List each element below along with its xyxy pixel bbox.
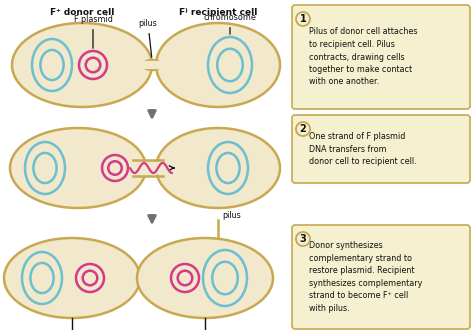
Text: pilus: pilus [138, 19, 157, 57]
Ellipse shape [143, 60, 161, 70]
Text: Donor synthesizes
complementary strand to
restore plasmid. Recipient
synthesizes: Donor synthesizes complementary strand t… [309, 241, 422, 313]
FancyBboxPatch shape [292, 225, 470, 329]
Text: 1: 1 [300, 14, 306, 24]
Text: pilus: pilus [222, 211, 241, 219]
Text: chromosome: chromosome [203, 13, 256, 34]
Ellipse shape [12, 23, 152, 107]
Text: Pilus of donor cell attaches
to recipient cell. Pilus
contracts, drawing cells
t: Pilus of donor cell attaches to recipien… [309, 27, 418, 86]
Ellipse shape [156, 23, 280, 107]
Ellipse shape [4, 238, 140, 318]
Circle shape [296, 232, 310, 246]
Text: F⁺ donor cell: F⁺ donor cell [50, 8, 114, 17]
Text: One strand of F plasmid
DNA transfers from
donor cell to recipient cell.: One strand of F plasmid DNA transfers fr… [309, 132, 417, 166]
FancyBboxPatch shape [292, 115, 470, 183]
Text: F plasmid: F plasmid [73, 15, 112, 48]
Circle shape [296, 122, 310, 136]
Text: 3: 3 [300, 234, 306, 244]
Ellipse shape [133, 160, 163, 176]
Ellipse shape [156, 128, 280, 208]
FancyBboxPatch shape [292, 5, 470, 109]
Text: F⁾ recipient cell: F⁾ recipient cell [179, 8, 257, 17]
Ellipse shape [10, 128, 146, 208]
Ellipse shape [137, 238, 273, 318]
Circle shape [296, 12, 310, 26]
Text: 2: 2 [300, 124, 306, 134]
